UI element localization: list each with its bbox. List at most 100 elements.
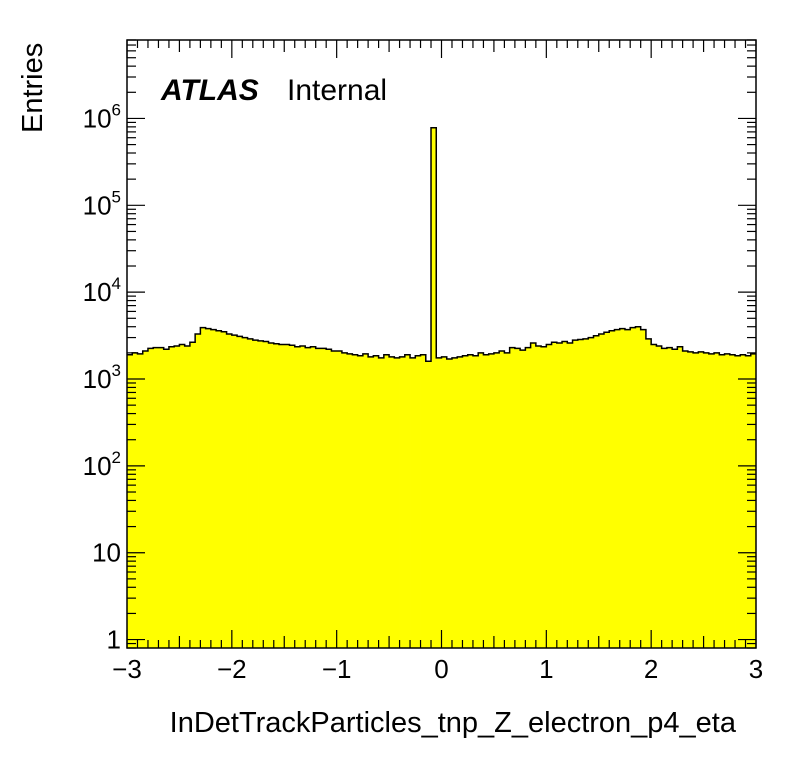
- histogram-bar: [326, 349, 332, 648]
- x-tick-label: −3: [112, 654, 142, 684]
- histogram-bar: [279, 344, 285, 648]
- histogram-bar: [158, 347, 165, 648]
- histogram-bar: [457, 356, 463, 648]
- histogram-bar: [373, 355, 379, 648]
- histogram-bar: [127, 354, 133, 648]
- histogram-bar: [174, 345, 180, 648]
- histogram-bar: [745, 355, 752, 648]
- histogram-bar: [436, 357, 442, 648]
- histogram-bar: [562, 341, 568, 648]
- y-tick-labels: 1 10 102 103 104 105 106: [83, 100, 121, 654]
- x-tick-label: 0: [434, 654, 448, 684]
- histogram-bar: [583, 338, 589, 648]
- x-tick-label: −1: [322, 654, 352, 684]
- x-tick-label: 2: [644, 654, 658, 684]
- histogram-bar: [483, 354, 490, 648]
- histogram-bar: [305, 347, 311, 648]
- histogram-bar: [362, 353, 369, 648]
- y-tick-label: 106: [83, 100, 121, 133]
- histogram-bar: [467, 354, 474, 648]
- histogram-bar: [263, 341, 269, 648]
- histogram-bar: [719, 354, 725, 648]
- histogram-bar: [651, 344, 657, 648]
- histogram-bar: [635, 326, 642, 648]
- histogram-bar: [703, 352, 710, 648]
- histogram-bar: [420, 354, 427, 648]
- histogram-bar: [441, 356, 448, 648]
- histogram-bar: [221, 331, 227, 648]
- histogram-bar: [451, 357, 458, 648]
- histogram-bar: [378, 357, 385, 648]
- histogram-bar: [368, 356, 374, 648]
- x-tick-labels: −3 −2 −1 0 1 2 3: [112, 654, 763, 684]
- histogram-bar: [520, 350, 526, 648]
- histogram-bar: [357, 355, 364, 648]
- histogram-bar: [619, 328, 626, 648]
- histogram-bar: [462, 355, 469, 648]
- histogram-bar: [231, 335, 238, 648]
- histogram-bar: [708, 353, 715, 648]
- histogram-bar: [614, 329, 621, 648]
- histogram-bar: [237, 336, 243, 648]
- histogram-bar: [315, 348, 322, 648]
- histogram-bar: [556, 342, 563, 648]
- histogram-bar: [666, 347, 673, 648]
- histogram-bar: [514, 348, 521, 648]
- histogram-bar: [147, 348, 154, 648]
- histogram-bar: [142, 351, 149, 648]
- histogram-bar: [294, 346, 301, 648]
- histogram-bar: [530, 342, 537, 648]
- histogram-bar: [226, 333, 233, 648]
- histogram-bar: [320, 348, 327, 648]
- histogram-bar: [656, 345, 663, 648]
- histogram-bar: [509, 347, 516, 648]
- histogram-bar: [446, 358, 453, 648]
- histogram-bar: [299, 345, 306, 648]
- histogram-bar: [200, 327, 207, 648]
- histogram-bar: [729, 354, 736, 648]
- histogram-bar: [682, 351, 689, 648]
- y-tick-label: 104: [83, 274, 121, 307]
- histogram-bar: [205, 328, 212, 648]
- histogram-bar: [735, 355, 741, 648]
- histogram-bar: [661, 348, 668, 648]
- histogram-bar: [383, 354, 390, 648]
- histogram-bar: [258, 340, 264, 648]
- histogram-bar: [493, 352, 500, 648]
- y-tick-label: 1: [107, 625, 121, 655]
- histogram-bar: [184, 345, 191, 648]
- histogram-bar: [677, 346, 684, 648]
- histogram-bar: [352, 354, 359, 648]
- histogram-bar: [216, 330, 222, 648]
- histogram-bar: [572, 340, 579, 648]
- histogram-bar: [410, 357, 416, 648]
- histogram-bar: [331, 351, 338, 648]
- x-axis-title: InDetTrackParticles_tnp_Z_electron_p4_et…: [170, 707, 737, 739]
- histogram-bar: [624, 329, 631, 648]
- histogram-bar: [598, 333, 605, 648]
- histogram-bar: [163, 349, 170, 648]
- histogram-bar: [168, 346, 175, 648]
- histogram-bar: [687, 351, 694, 648]
- x-tick-label: 1: [539, 654, 553, 684]
- histogram-bar: [577, 339, 584, 648]
- histogram-bar: [273, 343, 280, 648]
- axis-ticks: [126, 39, 757, 649]
- atlas-status-label: Internal: [287, 74, 387, 107]
- histogram-bar: [415, 355, 421, 648]
- histogram-bar: [714, 352, 720, 648]
- histogram-bar: [535, 345, 542, 648]
- histogram-bar: [603, 332, 610, 648]
- histogram-bar: [567, 342, 573, 648]
- histogram-bar: [137, 353, 144, 648]
- histogram-bar: [499, 351, 505, 648]
- histogram-bar: [525, 347, 532, 648]
- histogram-bar: [551, 342, 558, 648]
- histogram-bar: [268, 342, 275, 648]
- histogram-bar: [284, 344, 290, 648]
- histogram-bar: [399, 356, 406, 648]
- y-tick-label: 103: [83, 361, 121, 394]
- y-tick-label: 102: [83, 448, 121, 481]
- y-tick-label: 105: [83, 187, 121, 220]
